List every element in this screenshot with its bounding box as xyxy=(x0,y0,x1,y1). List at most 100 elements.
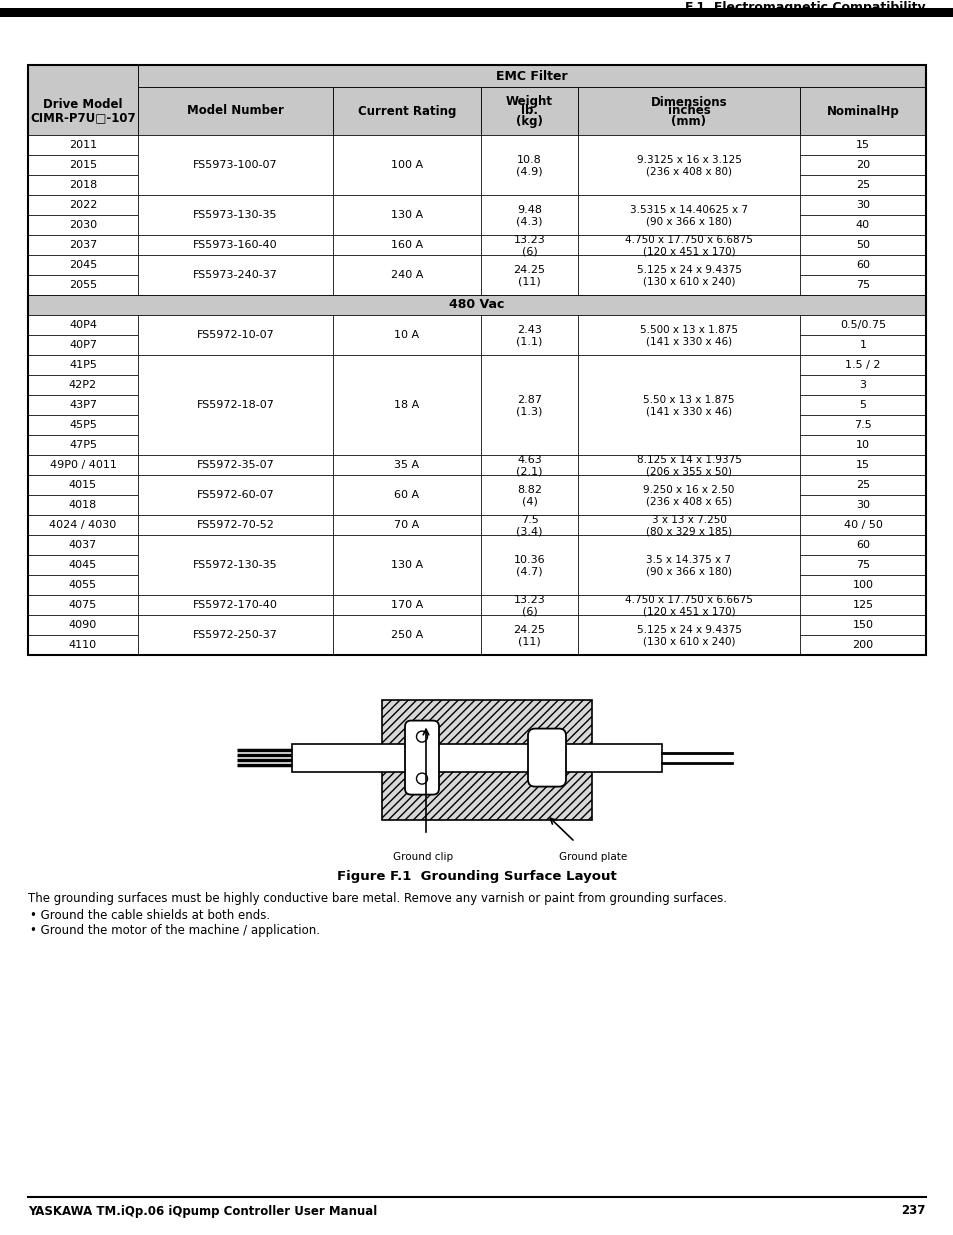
Text: 49P0 / 4011: 49P0 / 4011 xyxy=(50,459,116,471)
Bar xyxy=(28,254,138,275)
Bar xyxy=(800,415,925,435)
Text: 4018: 4018 xyxy=(69,500,97,510)
Bar xyxy=(800,135,925,156)
Text: 3.5 x 14.375 x 7: 3.5 x 14.375 x 7 xyxy=(646,555,731,564)
Text: 4.750 x 17.750 x 6.6675: 4.750 x 17.750 x 6.6675 xyxy=(624,595,752,605)
Bar xyxy=(28,454,138,475)
Bar xyxy=(28,595,138,615)
Text: 2037: 2037 xyxy=(69,240,97,249)
Bar xyxy=(138,86,333,135)
Text: Dimensions: Dimensions xyxy=(650,95,726,109)
Bar xyxy=(333,195,480,235)
Text: 125: 125 xyxy=(852,600,873,610)
Text: 18 A: 18 A xyxy=(394,400,419,410)
Text: 75: 75 xyxy=(855,559,869,571)
Text: FS5972-35-07: FS5972-35-07 xyxy=(196,459,274,471)
Bar xyxy=(28,295,925,315)
Bar xyxy=(333,135,480,195)
Bar xyxy=(28,275,138,295)
Text: (236 x 408 x 65): (236 x 408 x 65) xyxy=(645,496,731,506)
Bar xyxy=(578,135,800,195)
Bar xyxy=(578,254,800,295)
Text: 2018: 2018 xyxy=(69,180,97,190)
Bar xyxy=(28,215,138,235)
Bar xyxy=(578,354,800,454)
Bar xyxy=(480,595,578,615)
Bar xyxy=(480,135,578,195)
Text: 3: 3 xyxy=(859,380,865,390)
Circle shape xyxy=(416,731,427,742)
Text: (130 x 610 x 240): (130 x 610 x 240) xyxy=(642,636,735,646)
Bar xyxy=(28,65,138,135)
Bar xyxy=(800,275,925,295)
Bar xyxy=(578,475,800,515)
Bar xyxy=(28,415,138,435)
Bar xyxy=(800,254,925,275)
Text: (6): (6) xyxy=(521,606,537,616)
Text: 40: 40 xyxy=(855,220,869,230)
Text: FS5973-240-37: FS5973-240-37 xyxy=(193,270,277,280)
Text: 7.5: 7.5 xyxy=(520,515,537,525)
Bar xyxy=(28,615,138,635)
Bar xyxy=(333,254,480,295)
Text: FS5973-100-07: FS5973-100-07 xyxy=(193,161,277,170)
Bar xyxy=(800,435,925,454)
Text: 160 A: 160 A xyxy=(391,240,422,249)
Bar xyxy=(800,195,925,215)
Text: (4.3): (4.3) xyxy=(516,216,542,226)
Bar xyxy=(28,515,138,535)
Text: 10.8: 10.8 xyxy=(517,156,541,165)
Text: F.1  Electromagnetic Compatibility: F.1 Electromagnetic Compatibility xyxy=(684,0,925,14)
Text: 130 A: 130 A xyxy=(391,210,422,220)
Bar xyxy=(28,156,138,175)
Bar xyxy=(138,254,333,295)
Bar xyxy=(28,395,138,415)
Text: • Ground the cable shields at both ends.: • Ground the cable shields at both ends. xyxy=(30,909,270,923)
Text: (120 x 451 x 170): (120 x 451 x 170) xyxy=(642,246,735,256)
Bar xyxy=(800,315,925,335)
Text: 40 / 50: 40 / 50 xyxy=(842,520,882,530)
Bar xyxy=(578,315,800,354)
Text: 4075: 4075 xyxy=(69,600,97,610)
Text: • Ground the motor of the machine / application.: • Ground the motor of the machine / appl… xyxy=(30,924,319,937)
Bar xyxy=(138,235,333,254)
Text: 25: 25 xyxy=(855,480,869,490)
Text: (90 x 366 x 180): (90 x 366 x 180) xyxy=(645,216,731,226)
Bar xyxy=(138,315,333,354)
Text: FS5972-60-07: FS5972-60-07 xyxy=(196,490,274,500)
Text: 24.25: 24.25 xyxy=(513,625,545,635)
FancyBboxPatch shape xyxy=(405,720,438,794)
Text: (4.9): (4.9) xyxy=(516,165,542,177)
Text: (4): (4) xyxy=(521,496,537,506)
Text: FS5972-170-40: FS5972-170-40 xyxy=(193,600,277,610)
Bar xyxy=(800,235,925,254)
Bar xyxy=(800,335,925,354)
Circle shape xyxy=(416,773,427,784)
Text: 4024 / 4030: 4024 / 4030 xyxy=(50,520,116,530)
Text: 4015: 4015 xyxy=(69,480,97,490)
Text: 13.23: 13.23 xyxy=(513,235,545,245)
Bar xyxy=(333,315,480,354)
Bar xyxy=(578,195,800,235)
Bar xyxy=(578,454,800,475)
Text: 5.125 x 24 x 9.4375: 5.125 x 24 x 9.4375 xyxy=(636,266,740,275)
Bar xyxy=(292,743,661,772)
Text: (11): (11) xyxy=(517,275,540,287)
Text: 2045: 2045 xyxy=(69,261,97,270)
Bar xyxy=(800,175,925,195)
Text: 4055: 4055 xyxy=(69,580,97,590)
Text: (80 x 329 x 185): (80 x 329 x 185) xyxy=(645,526,731,536)
Text: 240 A: 240 A xyxy=(391,270,423,280)
Text: 4045: 4045 xyxy=(69,559,97,571)
Bar xyxy=(800,395,925,415)
Text: 20: 20 xyxy=(855,161,869,170)
Text: 42P2: 42P2 xyxy=(69,380,97,390)
Text: 4.63: 4.63 xyxy=(517,454,541,466)
Text: The grounding surfaces must be highly conductive bare metal. Remove any varnish : The grounding surfaces must be highly co… xyxy=(28,892,726,905)
Text: FS5972-18-07: FS5972-18-07 xyxy=(196,400,274,410)
Text: (mm): (mm) xyxy=(671,115,706,127)
Text: (120 x 451 x 170): (120 x 451 x 170) xyxy=(642,606,735,616)
Text: 13.23: 13.23 xyxy=(513,595,545,605)
Bar xyxy=(800,215,925,235)
Bar xyxy=(138,615,333,655)
